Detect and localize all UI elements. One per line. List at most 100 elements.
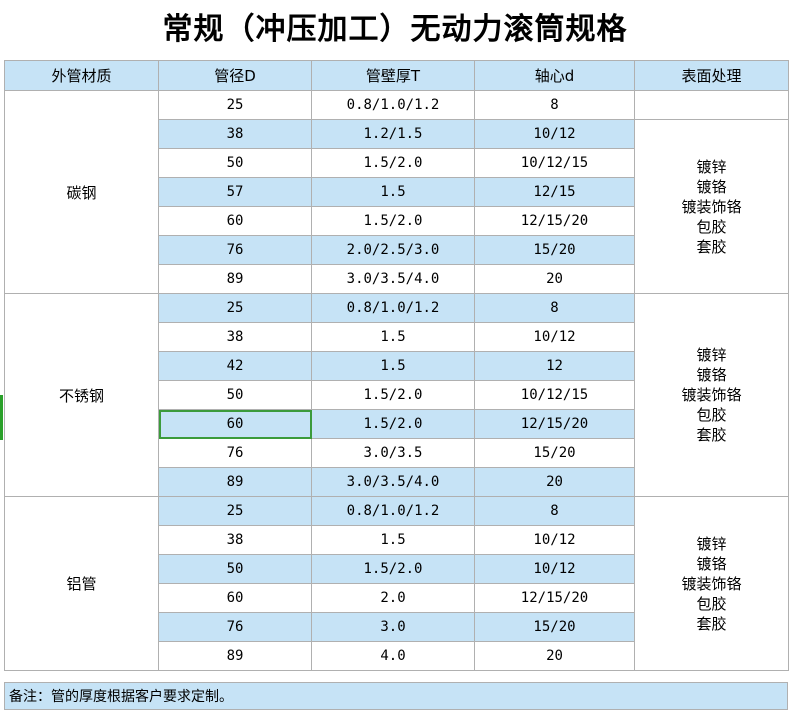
- surface-option: 镀装饰铬: [681, 197, 742, 216]
- table-row: 89 3.0/3.5/4.0 20: [5, 264, 789, 294]
- header-material[interactable]: 外管材质: [4, 60, 159, 91]
- material-cell[interactable]: 碳钢: [4, 90, 159, 294]
- table-row: 不锈钢 25 0.8/1.0/1.2 8 镀锌 镀铬 镀装饰铬 包胶 套胶: [4, 293, 789, 497]
- diameter-cell[interactable]: 38: [158, 525, 312, 555]
- axle-cell[interactable]: 12/15/20: [474, 409, 635, 439]
- diameter-cell[interactable]: 38: [158, 119, 312, 149]
- axle-cell[interactable]: 12/15/20: [474, 206, 635, 236]
- spec-table: 外管材质 管径D 管壁厚T 轴心d 表面处理 碳钢 25 0.8/1.0/1.2 8 3…: [4, 60, 789, 671]
- diameter-cell[interactable]: 76: [158, 235, 312, 265]
- diameter-cell[interactable]: 38: [158, 322, 312, 352]
- axle-cell[interactable]: 12: [474, 351, 635, 381]
- axle-cell[interactable]: 10/12/15: [474, 380, 635, 410]
- axle-cell[interactable]: 15/20: [474, 438, 635, 468]
- table-row: 50 1.5/2.0 10/12/15: [5, 380, 789, 410]
- header-axle[interactable]: 轴心d: [474, 60, 635, 91]
- thickness-cell[interactable]: 1.5/2.0: [311, 148, 475, 178]
- diameter-cell[interactable]: 25: [158, 293, 312, 323]
- surface-option: 套胶: [696, 426, 727, 444]
- thickness-cell[interactable]: 4.0: [311, 641, 475, 671]
- diameter-cell[interactable]: 89: [158, 467, 312, 497]
- diameter-cell[interactable]: 42: [158, 351, 312, 381]
- axle-cell[interactable]: 20: [474, 641, 635, 671]
- thickness-cell[interactable]: 1.5/2.0: [311, 206, 475, 236]
- axle-cell[interactable]: 10/12: [474, 322, 635, 352]
- surface-option: 包胶: [696, 406, 727, 424]
- table-row: 42 1.5 12: [5, 351, 789, 381]
- axle-cell[interactable]: 20: [474, 264, 635, 294]
- table-row: 89 4.0 20: [5, 641, 789, 671]
- diameter-cell[interactable]: 25: [158, 496, 312, 526]
- surface-treatment-cell[interactable]: 镀锌 镀铬 镀装饰铬 包胶 套胶: [634, 119, 789, 294]
- surface-cell-empty[interactable]: [634, 90, 789, 120]
- thickness-cell[interactable]: 3.0/3.5: [311, 438, 475, 468]
- header-wall-thickness[interactable]: 管壁厚T: [311, 60, 475, 91]
- diameter-cell[interactable]: 60: [158, 409, 312, 439]
- axle-cell[interactable]: 15/20: [474, 612, 635, 642]
- table-row: 76 3.0/3.5 15/20: [5, 438, 789, 468]
- page-title: 常规（冲压加工）无动力滚筒规格: [162, 12, 628, 47]
- thickness-cell[interactable]: 0.8/1.0/1.2: [311, 293, 475, 323]
- thickness-cell[interactable]: 3.0/3.5/4.0: [311, 467, 475, 497]
- footnote[interactable]: 备注：管的厚度根据客户要求定制。: [4, 682, 788, 710]
- table-row: 50 1.5/2.0 10/12/15: [5, 148, 789, 178]
- surface-treatment-cell[interactable]: 镀锌 镀铬 镀装饰铬 包胶 套胶: [634, 293, 789, 497]
- surface-option: 包胶: [696, 594, 727, 613]
- surface-option: 镀铬: [696, 366, 727, 384]
- header-diameter[interactable]: 管径D: [158, 60, 312, 91]
- table-row: 38 1.2/1.5 10/12 镀锌 镀铬 镀装饰铬 包胶 套胶: [5, 119, 789, 294]
- diameter-cell[interactable]: 89: [158, 264, 312, 294]
- surface-option: 套胶: [696, 614, 727, 633]
- axle-cell[interactable]: 20: [474, 467, 635, 497]
- thickness-cell[interactable]: 0.8/1.0/1.2: [311, 496, 475, 526]
- diameter-cell[interactable]: 76: [158, 438, 312, 468]
- table-row: 89 3.0/3.5/4.0 20: [5, 467, 789, 497]
- axle-cell[interactable]: 12/15: [474, 177, 635, 207]
- table-row: 碳钢 25 0.8/1.0/1.2 8: [4, 90, 789, 294]
- thickness-cell[interactable]: 0.8/1.0/1.2: [311, 90, 475, 120]
- thickness-cell[interactable]: 2.0: [311, 583, 475, 613]
- diameter-cell[interactable]: 57: [158, 177, 312, 207]
- surface-option: 镀锌: [696, 346, 727, 364]
- thickness-cell[interactable]: 1.2/1.5: [311, 119, 475, 149]
- surface-option: 镀锌: [696, 157, 727, 176]
- axle-cell[interactable]: 15/20: [474, 235, 635, 265]
- axle-cell[interactable]: 8: [474, 90, 635, 120]
- thickness-cell[interactable]: 1.5/2.0: [311, 554, 475, 584]
- thickness-cell[interactable]: 2.0/2.5/3.0: [311, 235, 475, 265]
- table-row: 38 1.5 10/12: [5, 525, 789, 555]
- table-row: 50 1.5/2.0 10/12: [5, 554, 789, 584]
- surface-option: 镀锌: [696, 534, 727, 553]
- axle-cell[interactable]: 8: [474, 496, 635, 526]
- diameter-cell[interactable]: 76: [158, 612, 312, 642]
- header-surface[interactable]: 表面处理: [634, 60, 789, 91]
- diameter-cell[interactable]: 60: [158, 206, 312, 236]
- material-cell[interactable]: 铝管: [4, 496, 159, 671]
- thickness-cell[interactable]: 3.0: [311, 612, 475, 642]
- axle-cell[interactable]: 8: [474, 293, 635, 323]
- axle-cell[interactable]: 12/15/20: [474, 583, 635, 613]
- surface-option: 套胶: [696, 237, 727, 256]
- diameter-cell[interactable]: 60: [158, 583, 312, 613]
- thickness-cell[interactable]: 3.0/3.5/4.0: [311, 264, 475, 294]
- surface-option: 包胶: [696, 217, 727, 236]
- table-row: 76 2.0/2.5/3.0 15/20: [5, 235, 789, 265]
- axle-cell[interactable]: 10/12: [474, 525, 635, 555]
- diameter-cell[interactable]: 50: [158, 148, 312, 178]
- diameter-cell[interactable]: 50: [158, 554, 312, 584]
- table-row: 铝管 25 0.8/1.0/1.2 8 镀锌 镀铬 镀装饰铬 包胶 套胶: [4, 496, 789, 671]
- thickness-cell[interactable]: 1.5: [311, 177, 475, 207]
- thickness-cell[interactable]: 1.5: [311, 322, 475, 352]
- surface-treatment-cell[interactable]: 镀锌 镀铬 镀装饰铬 包胶 套胶: [634, 496, 789, 671]
- material-cell[interactable]: 不锈钢: [4, 293, 159, 497]
- thickness-cell[interactable]: 1.5: [311, 525, 475, 555]
- diameter-cell[interactable]: 25: [158, 90, 312, 120]
- thickness-cell[interactable]: 1.5: [311, 351, 475, 381]
- diameter-cell[interactable]: 89: [158, 641, 312, 671]
- axle-cell[interactable]: 10/12/15: [474, 148, 635, 178]
- thickness-cell[interactable]: 1.5/2.0: [311, 380, 475, 410]
- diameter-cell[interactable]: 50: [158, 380, 312, 410]
- thickness-cell[interactable]: 1.5/2.0: [311, 409, 475, 439]
- axle-cell[interactable]: 10/12: [474, 554, 635, 584]
- axle-cell[interactable]: 10/12: [474, 119, 635, 149]
